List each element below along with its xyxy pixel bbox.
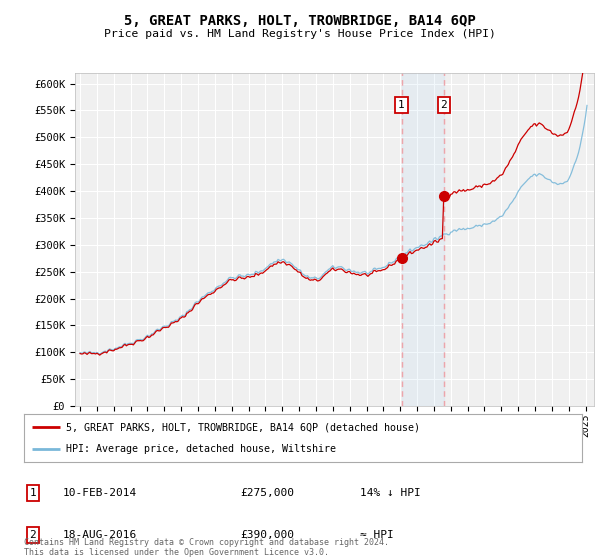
Text: 5, GREAT PARKS, HOLT, TROWBRIDGE, BA14 6QP (detached house): 5, GREAT PARKS, HOLT, TROWBRIDGE, BA14 6… — [66, 422, 420, 432]
Text: 2: 2 — [29, 530, 37, 540]
Text: 2: 2 — [440, 100, 447, 110]
Text: 18-AUG-2016: 18-AUG-2016 — [63, 530, 137, 540]
Text: £275,000: £275,000 — [240, 488, 294, 498]
Text: ≈ HPI: ≈ HPI — [360, 530, 394, 540]
Text: 14% ↓ HPI: 14% ↓ HPI — [360, 488, 421, 498]
Text: Contains HM Land Registry data © Crown copyright and database right 2024.
This d: Contains HM Land Registry data © Crown c… — [24, 538, 389, 557]
Bar — [401, 73, 443, 406]
Text: 1: 1 — [29, 488, 37, 498]
Text: Price paid vs. HM Land Registry's House Price Index (HPI): Price paid vs. HM Land Registry's House … — [104, 29, 496, 39]
Text: 1: 1 — [398, 100, 405, 110]
Text: £390,000: £390,000 — [240, 530, 294, 540]
Text: 5, GREAT PARKS, HOLT, TROWBRIDGE, BA14 6QP: 5, GREAT PARKS, HOLT, TROWBRIDGE, BA14 6… — [124, 14, 476, 28]
Text: HPI: Average price, detached house, Wiltshire: HPI: Average price, detached house, Wilt… — [66, 444, 336, 454]
Text: 10-FEB-2014: 10-FEB-2014 — [63, 488, 137, 498]
